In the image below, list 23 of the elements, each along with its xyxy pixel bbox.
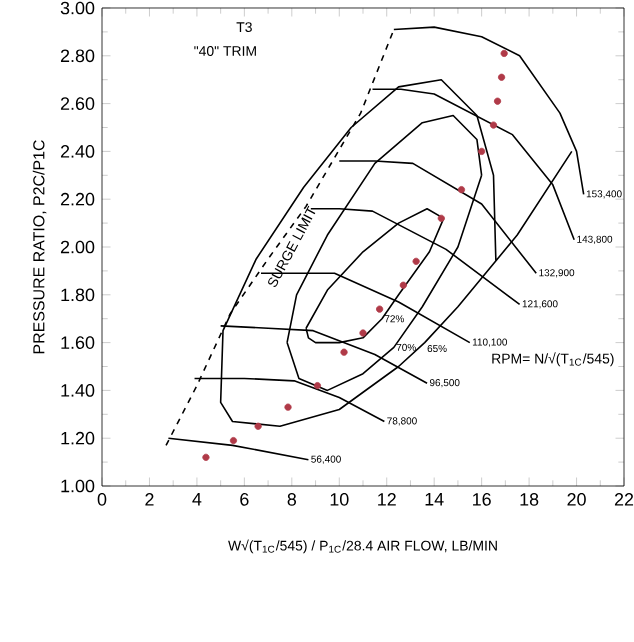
y-tick-label: 2.00 xyxy=(60,240,95,254)
y-tick-label: 2.60 xyxy=(60,97,95,110)
x-tick-label: 22 xyxy=(614,493,634,506)
y-tick-label: 1.20 xyxy=(61,431,95,445)
x-tick-label: 10 xyxy=(330,493,349,506)
x-tick-label: 18 xyxy=(520,493,539,506)
x-tick-label: 0 xyxy=(97,493,107,506)
y-tick-label: 1.40 xyxy=(61,384,95,397)
y-tick-label: 2.40 xyxy=(60,145,95,158)
x-tick-label: 14 xyxy=(425,493,444,506)
y-tick-label: 1.00 xyxy=(61,479,95,493)
y-tick-label: 2.20 xyxy=(60,192,95,206)
x-tick-label: 2 xyxy=(145,493,154,506)
x-tick-label: 20 xyxy=(567,493,586,506)
y-tick-label: 1.80 xyxy=(61,288,95,302)
x-tick-label: 12 xyxy=(378,493,396,506)
x-tick-label: 4 xyxy=(192,493,202,506)
y-tick-label: 2.80 xyxy=(60,49,95,63)
y-tick-label: 3.00 xyxy=(60,1,95,15)
x-tick-label: 16 xyxy=(473,493,491,506)
x-tick-label: 8 xyxy=(287,493,297,506)
x-tick-label: 6 xyxy=(240,493,249,506)
y-tick-label: 1.60 xyxy=(61,336,95,349)
